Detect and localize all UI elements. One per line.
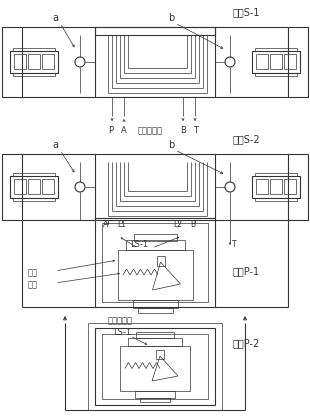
Bar [270,179,282,194]
Bar [13,73,55,76]
Bar [2,27,22,97]
Bar [255,198,297,201]
Bar [252,176,300,198]
Bar [95,27,215,97]
Text: B: B [190,220,195,229]
Text: b: b [168,13,174,23]
Text: A: A [103,220,108,229]
Bar [10,51,58,73]
Bar [255,173,297,176]
Bar [133,300,178,308]
Text: 位置S-1: 位置S-1 [233,7,260,17]
Bar [156,350,164,359]
Bar [288,27,308,97]
Bar [284,179,296,194]
Bar [255,48,297,51]
Text: 舱头: 舱头 [28,268,38,277]
Bar [95,154,215,220]
Bar [14,179,26,194]
Text: A: A [121,126,127,135]
Bar [95,328,215,405]
Bar [288,154,308,220]
Text: 位置S-2: 位置S-2 [233,134,261,144]
Bar [28,179,40,194]
Bar [95,218,215,307]
Bar [13,48,55,51]
Text: b: b [168,140,174,150]
Bar [135,391,175,398]
Bar [136,332,174,338]
Bar [42,179,54,194]
Bar [118,250,193,300]
Bar [128,338,182,346]
Text: L2: L2 [173,220,182,229]
Bar [270,54,282,69]
Text: LS-1: LS-1 [130,240,148,249]
Bar [284,54,296,69]
Bar [157,256,165,266]
Bar [102,223,208,302]
Text: 压力操纵阀: 压力操纵阀 [108,316,133,325]
Text: B: B [180,126,186,135]
Bar [2,154,22,220]
Bar [13,198,55,201]
Bar [102,334,208,399]
Bar [138,308,173,313]
Text: 位置P-2: 位置P-2 [233,338,260,348]
Bar [42,54,54,69]
Text: P: P [108,126,113,135]
Bar [256,54,268,69]
Bar [140,398,170,402]
Text: T: T [193,126,198,135]
Text: 电磁换向阀: 电磁换向阀 [138,126,163,135]
Bar [126,240,185,250]
Text: T: T [232,240,237,249]
Text: a: a [52,13,58,23]
Bar [14,54,26,69]
Bar [120,346,190,391]
Bar [10,176,58,198]
Bar [28,54,40,69]
Bar [255,73,297,76]
Text: L1: L1 [117,220,126,229]
Bar [95,27,215,35]
Bar [134,234,177,241]
Text: LS-1: LS-1 [113,328,131,337]
Text: 位置P-1: 位置P-1 [233,266,260,276]
Bar [256,179,268,194]
Text: 滑阀: 滑阀 [28,280,38,289]
Bar [252,51,300,73]
Text: a: a [52,140,58,150]
Bar [13,173,55,176]
